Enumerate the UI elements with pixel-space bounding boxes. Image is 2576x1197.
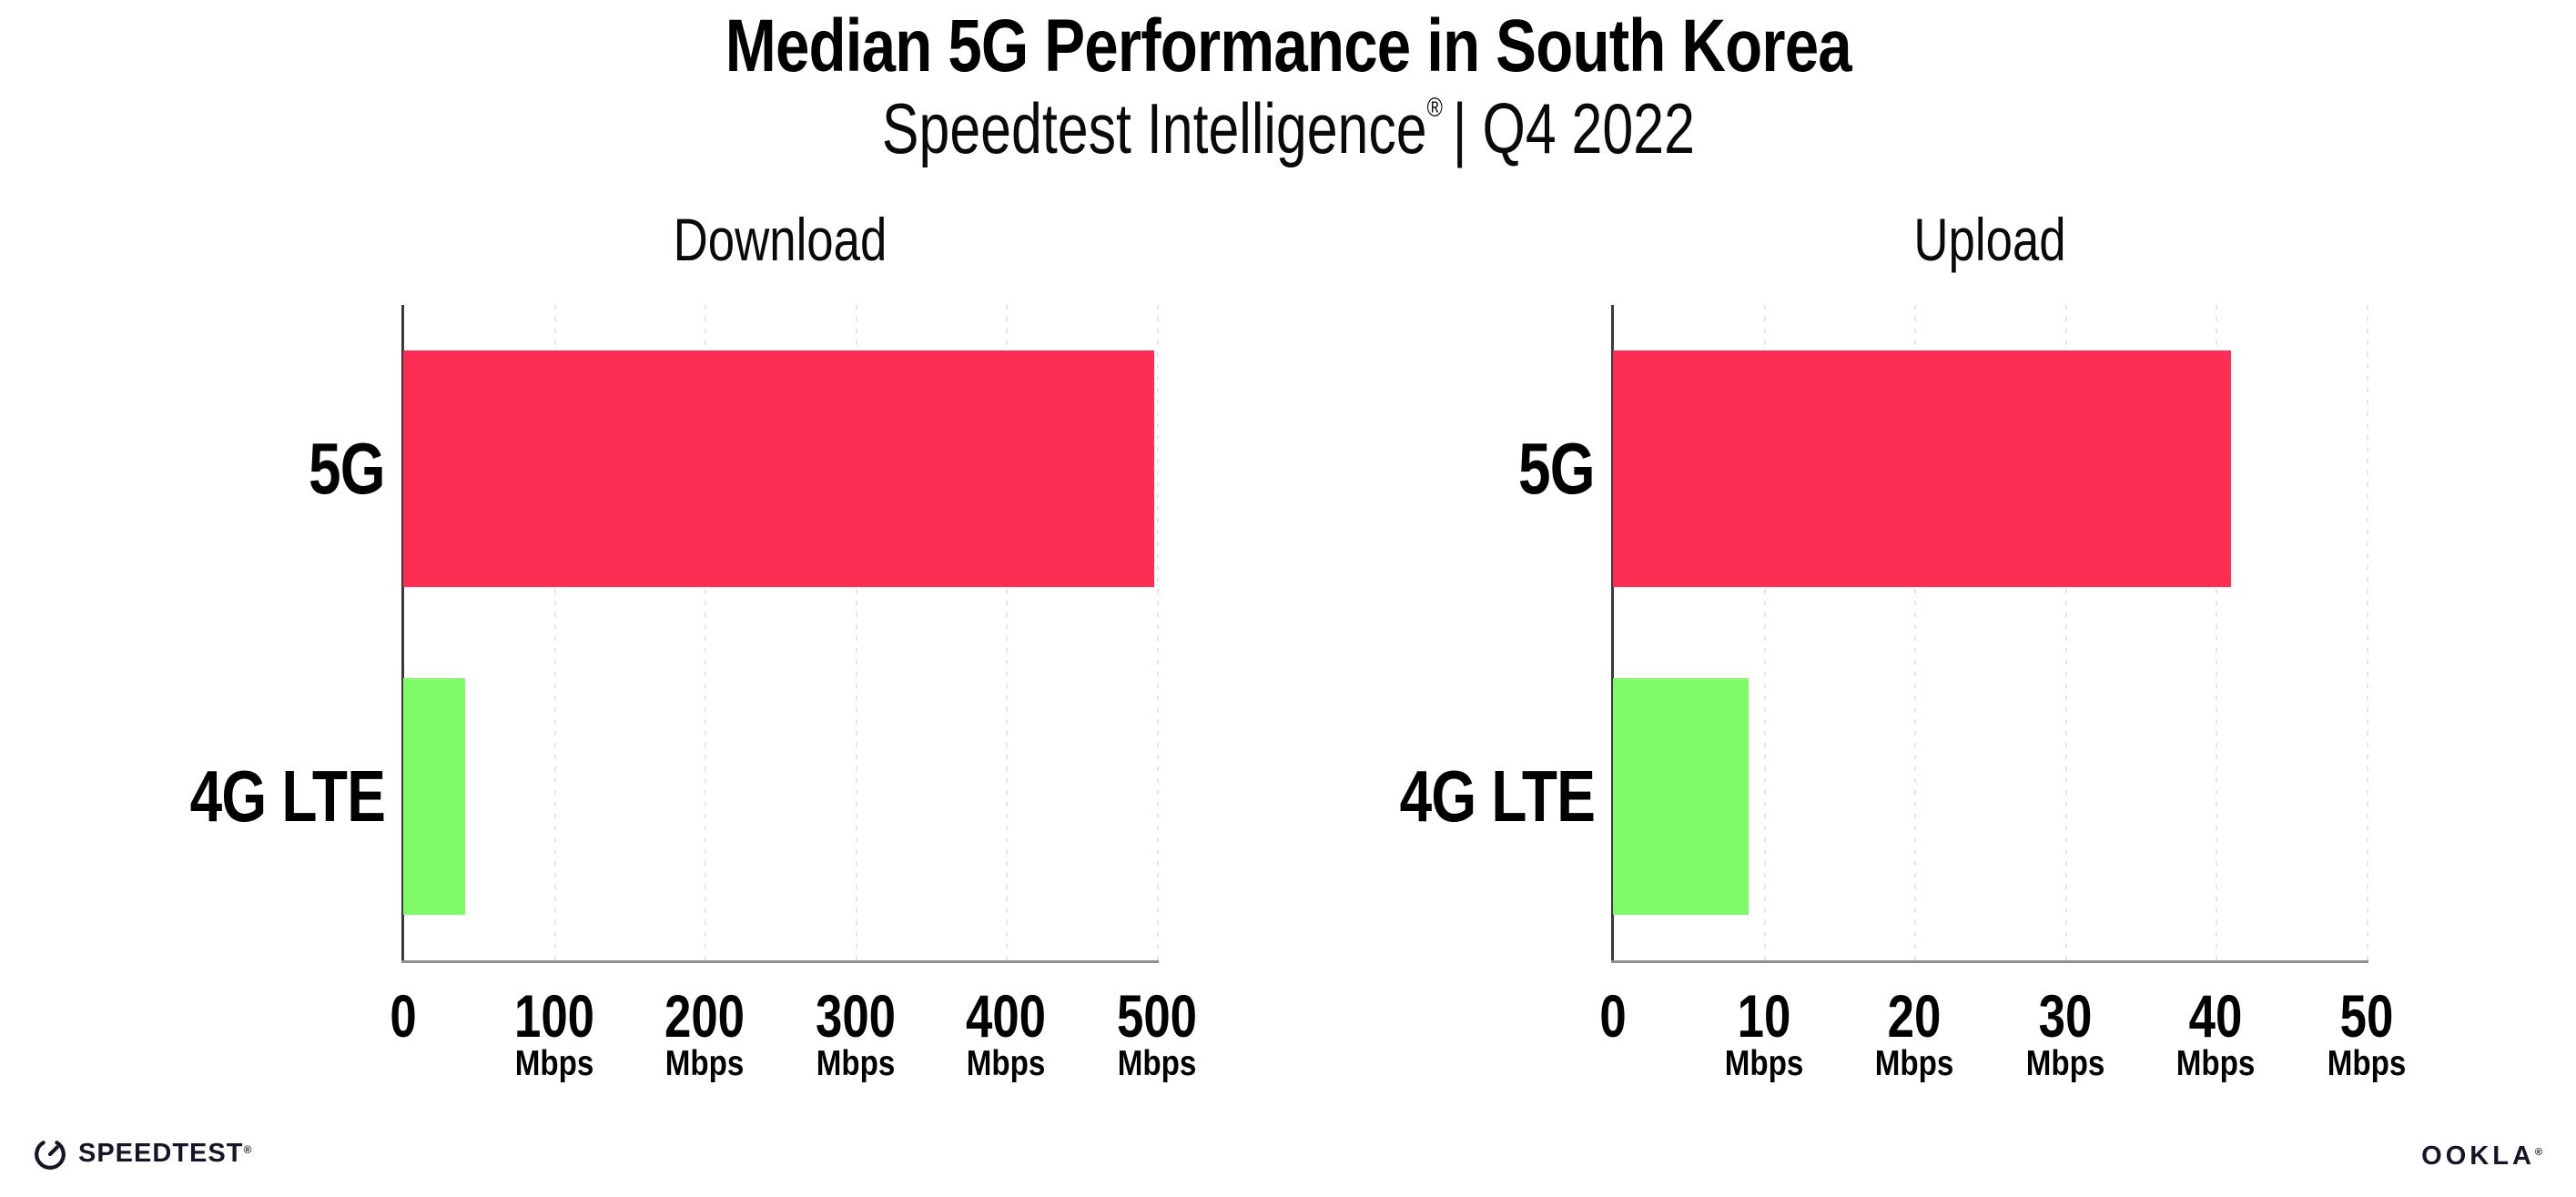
x-tick-label: 200 — [664, 982, 745, 1050]
page-title: Median 5G Performance in South Korea — [725, 5, 1851, 87]
x-tick-label: 100 — [513, 982, 594, 1050]
gauge-icon — [35, 1141, 66, 1170]
x-tick-label: 30 — [2038, 982, 2093, 1050]
x-tick-label: 400 — [966, 982, 1047, 1050]
speedtest-logo: SPEEDTEST® — [33, 1136, 252, 1171]
x-tick-unit: Mbps — [816, 1044, 896, 1083]
x-tick-unit: Mbps — [1117, 1044, 1197, 1083]
x-tick-label: 20 — [1887, 982, 1942, 1050]
x-tick-unit: Mbps — [1874, 1044, 1954, 1083]
speedtest-registered-mark: ® — [243, 1142, 253, 1156]
ookla-logo: OOKLA® — [2421, 1141, 2546, 1172]
download-chart-plot: Download 0 100 Mbps 200 Mbps 300 Mbps 400 Mbps 50… — [190, 206, 1198, 1083]
gridline — [1763, 305, 1766, 960]
x-tick-label: 0 — [1599, 982, 1627, 1050]
x-tick-unit: Mbps — [664, 1044, 745, 1083]
category-label: 4G LTE — [189, 756, 386, 837]
x-tick-label: 40 — [2189, 982, 2243, 1050]
subtitle-period: | Q4 2022 — [1452, 88, 1695, 168]
category-label: 5G — [309, 428, 386, 509]
x-axis-line — [401, 960, 1159, 963]
bar-4g-lte — [403, 678, 465, 915]
x-tick-label: 0 — [390, 982, 417, 1050]
gridline — [705, 305, 707, 960]
gridline — [1006, 305, 1009, 960]
chart-title-download: Download — [673, 206, 887, 273]
x-tick-label: 10 — [1737, 982, 1790, 1050]
speedtest-wordmark-text: SPEEDTEST — [78, 1138, 244, 1168]
subtitle-row: Speedtest Intelligence® | Q4 2022 — [0, 87, 2576, 170]
gridline — [2216, 305, 2218, 960]
x-tick-unit: Mbps — [967, 1044, 1046, 1083]
x-tick-unit: Mbps — [1724, 1044, 1803, 1083]
x-tick-label: 50 — [2339, 982, 2394, 1050]
x-axis-line — [1611, 960, 2368, 963]
title-row: Median 5G Performance in South Korea — [0, 4, 2576, 89]
category-label: 5G — [1518, 428, 1596, 509]
upload-chart-plot: Upload 0 10 Mbps 20 Mbps 30 Mbps 40 Mbps 50 Mbps 5G… — [1400, 206, 2407, 1083]
ookla-wordmark-text: OOKLA — [2421, 1141, 2535, 1171]
ookla-wordmark: OOKLA® — [2421, 1141, 2546, 1171]
gridline — [553, 305, 556, 960]
speedtest-wordmark: SPEEDTEST® — [78, 1139, 252, 1169]
gridline — [2064, 305, 2067, 960]
bar-5g — [403, 350, 1154, 587]
gridline — [855, 305, 857, 960]
x-tick-unit: Mbps — [2176, 1044, 2256, 1083]
category-label: 4G LTE — [1399, 756, 1596, 837]
x-tick-unit: Mbps — [514, 1044, 593, 1083]
gridline — [1914, 305, 1917, 960]
subtitle-brand: Speedtest Intelligence — [881, 88, 1427, 168]
registered-mark: ® — [1426, 93, 1443, 123]
x-tick-unit: Mbps — [2327, 1044, 2407, 1083]
gridline — [1157, 305, 1159, 960]
ookla-registered-mark: ® — [2534, 1147, 2546, 1158]
chart-title-upload: Upload — [1913, 206, 2066, 273]
x-tick-unit: Mbps — [2025, 1044, 2105, 1083]
y-axis-line — [401, 305, 404, 960]
page-subtitle: Speedtest Intelligence® | Q4 2022 — [882, 87, 1695, 170]
x-tick-label: 300 — [815, 982, 896, 1050]
bar-5g — [1613, 350, 2231, 587]
x-tick-label: 500 — [1116, 982, 1198, 1050]
gridline — [2367, 305, 2368, 960]
y-axis-line — [1611, 305, 1614, 960]
bar-4g-lte — [1613, 678, 1749, 915]
